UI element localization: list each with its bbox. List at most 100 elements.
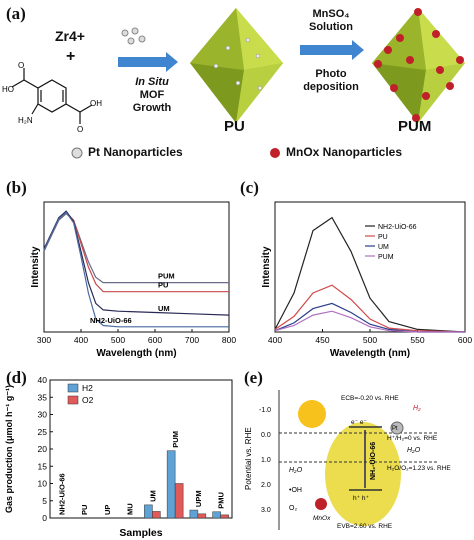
step2-line4: deposition xyxy=(303,81,359,93)
bar-o2-upm xyxy=(197,513,207,519)
y-tick-label: 10 xyxy=(38,479,48,489)
y-tick-label: 15 xyxy=(38,461,48,471)
x-tick-label: 600 xyxy=(148,335,162,345)
pu-octahedron-icon xyxy=(190,8,283,123)
bar-category-label: PMU xyxy=(217,492,226,509)
y-axis-label: Intensity xyxy=(261,246,272,288)
series-line-pum xyxy=(43,212,229,284)
series-line-um xyxy=(274,302,465,333)
y-axis-label: Gas production (μmol h⁻¹ g⁻¹) xyxy=(4,385,14,513)
pt-seed-cluster-icon xyxy=(121,27,146,45)
series-line-um xyxy=(43,210,230,316)
e-ylabel: Potential vs. RHE xyxy=(244,427,253,490)
legend-label-um: UM xyxy=(378,244,389,251)
x-axis-label: Wavelength (nm) xyxy=(96,348,176,359)
series-line-pu xyxy=(43,211,229,293)
bar-o2-um xyxy=(152,511,161,519)
arrow-step2-icon xyxy=(300,40,364,60)
series-line-nh2-uio-66 xyxy=(43,211,229,328)
oh-label: •OH xyxy=(289,487,302,494)
x-tick-label: 500 xyxy=(111,335,125,345)
electrons-label: e⁻ e⁻ xyxy=(351,419,367,426)
mof-label: NH₂-UiO-66 xyxy=(370,442,377,480)
panel-e-label: (e) xyxy=(244,368,263,387)
x-tick-label: 450 xyxy=(315,335,329,345)
panel-b-label: (b) xyxy=(6,178,27,197)
x-tick-label: 400 xyxy=(74,335,88,345)
plus-sign: + xyxy=(66,48,76,65)
x-axis-label: Samples xyxy=(119,527,162,539)
product-pu-label: PU xyxy=(224,118,245,135)
step1-label: In Situ MOF Growth xyxy=(112,76,192,115)
series-label-nh2-uio-66: NH2-UiO-66 xyxy=(90,316,132,325)
product-pum-label: PUM xyxy=(398,118,432,135)
step1-line1: In Situ xyxy=(135,76,169,88)
mof-particle xyxy=(325,422,401,526)
e-tick-0: 0.0 xyxy=(261,432,271,439)
gas-production-chart: 0 5 10 15 20 25 30 35 40 Gas production (μmol h⁻¹… xyxy=(4,375,233,539)
linker-structure: O HO O OH H₂N xyxy=(2,62,102,132)
mnox-legend-label: MnOx Nanoparticles xyxy=(286,145,403,159)
x-axis-label: Wavelength (nm) xyxy=(330,348,410,359)
linker-ho-label: HO xyxy=(2,85,14,94)
x-tick-label: 500 xyxy=(363,335,377,345)
bar-category-label: UM xyxy=(148,490,157,502)
mnox-legend-icon xyxy=(270,148,280,158)
series-label-um: UM xyxy=(158,304,170,313)
e-tick-neg1: -1.0 xyxy=(259,407,271,414)
plot-frame xyxy=(43,201,230,333)
x-tick-label: 300 xyxy=(37,335,51,345)
step1-line3: Growth xyxy=(132,102,172,114)
o2-label: O₂ xyxy=(289,505,297,512)
legend-label-pum: PUM xyxy=(378,254,394,261)
linker-o2-label: O xyxy=(77,125,83,132)
bar-category-label: PU xyxy=(80,505,89,515)
legend-swatch-o2 xyxy=(67,395,79,405)
legend-label-nh2-uio-66: NH2-UiO-66 xyxy=(378,224,417,231)
legend-label-pu: PU xyxy=(378,234,388,241)
plot-frame xyxy=(274,201,466,333)
x-tick-label: 550 xyxy=(410,335,424,345)
h2-product-label: H₂ xyxy=(413,405,421,412)
x-tick-label: 800 xyxy=(222,335,236,345)
bar-category-label: NH2-UiO-66 xyxy=(57,473,66,515)
pt-legend-icon xyxy=(71,147,83,159)
bar-h2-upm xyxy=(189,509,199,519)
step1-line2: MOF xyxy=(139,89,165,101)
y-axis-label: Intensity xyxy=(30,246,41,288)
h2o-left-label: H₂O xyxy=(289,467,303,474)
y-tick-label: 35 xyxy=(38,392,48,402)
panel-a-label: (a) xyxy=(6,4,26,23)
h2o-right-label: H₂O xyxy=(407,447,421,454)
legend-swatch-h2 xyxy=(67,383,79,393)
step2-line3: Photo xyxy=(315,68,347,80)
series-label-pu: PU xyxy=(158,281,168,290)
bar-o2-pum xyxy=(174,483,184,519)
series-line-nh2-uio-66 xyxy=(274,216,466,333)
linker-o1-label: O xyxy=(18,62,24,70)
arrow-step1-icon xyxy=(118,52,178,72)
bar-h2-um xyxy=(144,504,153,519)
y-tick-label: 30 xyxy=(38,410,48,420)
y-tick-label: 20 xyxy=(38,444,48,454)
bar-h2-pum xyxy=(166,450,176,519)
pt-legend-label: Pt Nanoparticles xyxy=(88,145,183,159)
sun-icon xyxy=(298,400,326,428)
mnox-label: MnOx xyxy=(313,515,331,522)
y-tick-label: 5 xyxy=(42,496,47,506)
step2-line1: MnSO₄ xyxy=(312,8,350,20)
bar-category-label: UPM xyxy=(194,490,203,507)
o2-level-label: H₂O/O₂=1.23 vs. RHE xyxy=(387,465,451,472)
step2-line2: Solution xyxy=(309,21,353,33)
pl-spectrum-chart: 400 450 500 550 600 Wavelength (nm) Intensity N… xyxy=(261,201,472,359)
bar-category-label: MU xyxy=(126,503,135,515)
bar-o2-pmu xyxy=(220,514,229,519)
h2-level-label: H⁺/H₂=0 vs. RHE xyxy=(387,435,438,442)
holes-label: h⁺ h⁺ xyxy=(353,495,369,502)
mnox-particle-icon xyxy=(315,498,327,510)
step2-bottom-label: Photo deposition xyxy=(290,68,372,94)
panel-c-label: (c) xyxy=(240,178,259,197)
series-label-pum: PUM xyxy=(158,272,175,281)
series-line-pum xyxy=(274,310,465,333)
x-tick-label: 700 xyxy=(185,335,199,345)
